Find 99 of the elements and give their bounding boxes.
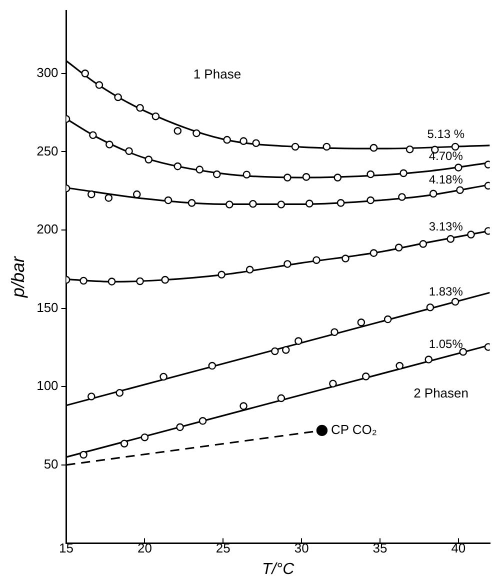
point	[271, 347, 279, 356]
point	[366, 196, 374, 204]
point	[144, 156, 153, 164]
point	[95, 81, 104, 89]
series-label: 1.05%	[428, 337, 464, 352]
point	[246, 266, 254, 274]
point	[370, 144, 378, 152]
point	[208, 362, 216, 370]
point	[429, 190, 438, 198]
point	[87, 190, 96, 198]
point	[240, 137, 248, 145]
point	[80, 450, 88, 459]
point	[277, 394, 286, 402]
point	[198, 417, 207, 425]
point	[467, 230, 475, 238]
point	[164, 196, 172, 204]
point	[132, 190, 141, 198]
point	[406, 145, 414, 154]
point	[114, 93, 122, 102]
point	[454, 164, 462, 172]
point	[330, 328, 338, 336]
point	[277, 200, 286, 208]
point	[176, 423, 184, 432]
point	[398, 193, 406, 201]
point	[223, 136, 231, 144]
point	[424, 356, 433, 364]
series-label: 1.83%	[428, 284, 464, 299]
point	[459, 348, 468, 356]
point	[242, 170, 251, 178]
y-tick-label: 50	[44, 456, 58, 472]
point	[426, 303, 434, 312]
point	[87, 392, 96, 400]
series-label: 4.70%	[428, 149, 464, 164]
point	[89, 131, 97, 140]
series-label: 5.13 %	[427, 127, 465, 142]
point	[196, 166, 204, 174]
point	[362, 372, 370, 380]
series-label: 3.13%	[428, 219, 464, 234]
point	[291, 142, 300, 151]
point	[451, 142, 460, 151]
point	[125, 147, 133, 156]
y-tick-label: 100	[36, 378, 58, 394]
point	[400, 169, 408, 178]
point	[306, 200, 314, 208]
point	[160, 372, 168, 381]
point	[329, 380, 337, 388]
point	[116, 388, 124, 397]
y-axis-title: p/bar	[8, 255, 28, 299]
annotation: 1 Phase	[193, 66, 242, 82]
point	[161, 276, 170, 284]
point	[282, 346, 290, 354]
point	[366, 170, 374, 178]
point	[136, 277, 144, 286]
point	[370, 249, 378, 257]
point	[294, 337, 302, 345]
point	[396, 362, 404, 370]
point	[174, 162, 182, 170]
point	[80, 276, 88, 285]
point	[284, 174, 292, 182]
y-tick-label: 250	[36, 143, 58, 158]
point	[120, 440, 128, 448]
point	[226, 200, 234, 208]
point	[302, 173, 310, 181]
x-axis-title: T/°C	[262, 560, 295, 578]
point	[394, 244, 403, 252]
point	[108, 278, 116, 286]
point	[336, 199, 345, 207]
point	[140, 433, 149, 442]
point	[446, 235, 454, 243]
point	[456, 186, 464, 194]
point	[342, 254, 350, 262]
point	[419, 240, 428, 248]
point	[192, 129, 200, 138]
point	[322, 142, 331, 151]
point	[357, 318, 366, 326]
point	[188, 199, 196, 207]
point	[334, 174, 342, 182]
point	[152, 112, 160, 120]
point	[252, 139, 260, 148]
annotation: CP CO₂	[330, 422, 377, 438]
point	[451, 298, 460, 306]
series-label: 4.18%	[428, 172, 464, 187]
point	[218, 270, 226, 279]
point	[316, 424, 328, 436]
point	[81, 70, 90, 78]
point	[212, 170, 221, 178]
point	[240, 402, 248, 410]
point	[136, 104, 144, 112]
point	[174, 127, 182, 135]
point	[284, 260, 292, 268]
point	[249, 200, 257, 208]
point	[312, 256, 320, 264]
y-tick-label: 150	[36, 300, 58, 315]
point	[106, 140, 114, 148]
y-tick-label: 200	[36, 222, 58, 237]
point	[384, 315, 392, 324]
point	[104, 194, 113, 202]
annotation: 2 Phasen	[414, 386, 469, 401]
y-tick-label: 300	[36, 65, 58, 80]
